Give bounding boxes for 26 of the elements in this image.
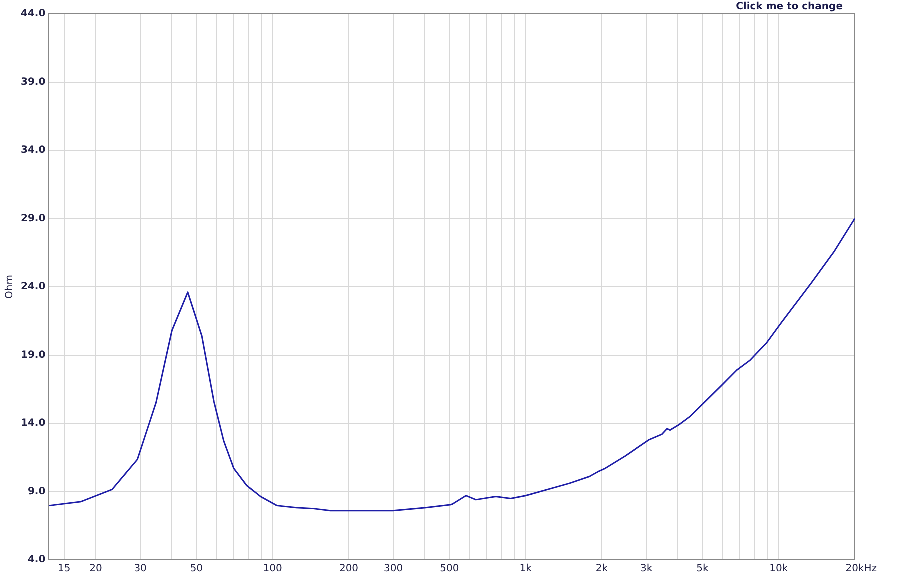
x-tick-label: 100	[263, 564, 282, 575]
x-tick-label: 2k	[596, 564, 608, 575]
y-tick-label: 29.0	[20, 213, 46, 224]
x-tick-label: 300	[384, 564, 404, 575]
x-tick-label: 20k	[846, 564, 864, 575]
y-tick-label: 44.0	[20, 8, 46, 20]
y-tick-label: 4.0	[28, 554, 46, 566]
y-axis-title: Ohm	[4, 275, 16, 299]
x-tick-label: 3k	[640, 564, 653, 575]
x-tick-label: 15	[58, 564, 71, 575]
y-tick-label: 19.0	[20, 350, 46, 361]
x-tick-label: 10k	[770, 564, 788, 575]
text: Click me to change	[736, 2, 844, 13]
y-tick-label: 9.0	[28, 486, 46, 498]
y-tick-label: 34.0	[20, 145, 46, 156]
x-tick-label: 30	[134, 564, 147, 575]
x-tick-label: 500	[440, 564, 460, 575]
x-tick-label: 200	[339, 564, 359, 575]
y-tick-label: 24.0	[20, 282, 46, 293]
y-tick-label: 14.0	[20, 418, 46, 430]
y-tick-label: 39.0	[20, 76, 46, 88]
x-tick-label: 1k	[520, 564, 532, 575]
x-tick-label: 5k	[696, 564, 709, 575]
x-tick-label: 50	[190, 564, 204, 575]
x-tick-label: 20	[90, 564, 102, 575]
x-axis-title: Hz	[864, 564, 878, 575]
